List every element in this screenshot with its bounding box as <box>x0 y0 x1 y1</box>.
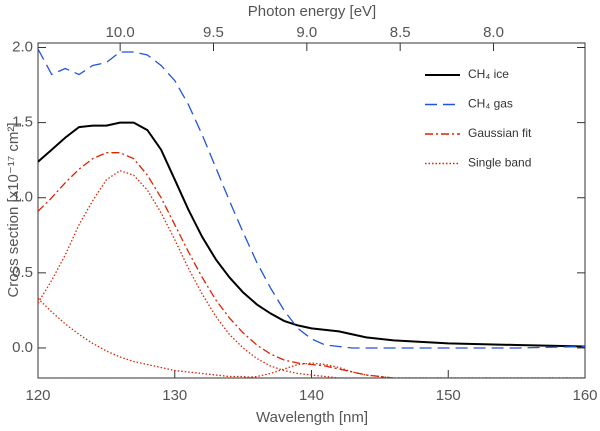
x2-tick-label: 9.5 <box>203 24 224 41</box>
x-tick-label: 130 <box>162 387 187 404</box>
x-tick-label: 120 <box>25 387 50 404</box>
legend-label: Single band <box>468 156 531 170</box>
x2-tick-label: 8.5 <box>390 24 411 41</box>
y-tick-label: 0.5 <box>12 264 33 281</box>
y-tick-label: 2.0 <box>12 38 33 55</box>
y-tick-label: 1.0 <box>12 189 33 206</box>
legend-label: Gaussian fit <box>468 126 532 140</box>
series-line <box>38 297 585 378</box>
x2-axis-title: Photon energy [eV] <box>248 3 376 20</box>
x2-tick-label: 10.0 <box>106 24 135 41</box>
series-line <box>38 121 585 348</box>
legend-label: CH₄ gas <box>468 97 513 111</box>
series-line <box>38 48 585 349</box>
x2-tick-label: 8.0 <box>483 24 504 41</box>
x-tick-label: 160 <box>572 387 597 404</box>
series-line <box>38 152 585 378</box>
x2-tick-label: 9.0 <box>296 24 317 41</box>
y-axis-title: Cross section [x10⁻¹⁷ cm²] <box>5 122 22 297</box>
legend-label: CH₄ ice <box>468 67 509 81</box>
y-tick-label: 0.0 <box>12 339 33 356</box>
y-tick-label: 1.5 <box>12 114 33 131</box>
x-tick-label: 150 <box>436 387 461 404</box>
series-line <box>38 169 585 378</box>
x-axis-title: Wavelength [nm] <box>256 409 368 426</box>
x-tick-label: 140 <box>299 387 324 404</box>
